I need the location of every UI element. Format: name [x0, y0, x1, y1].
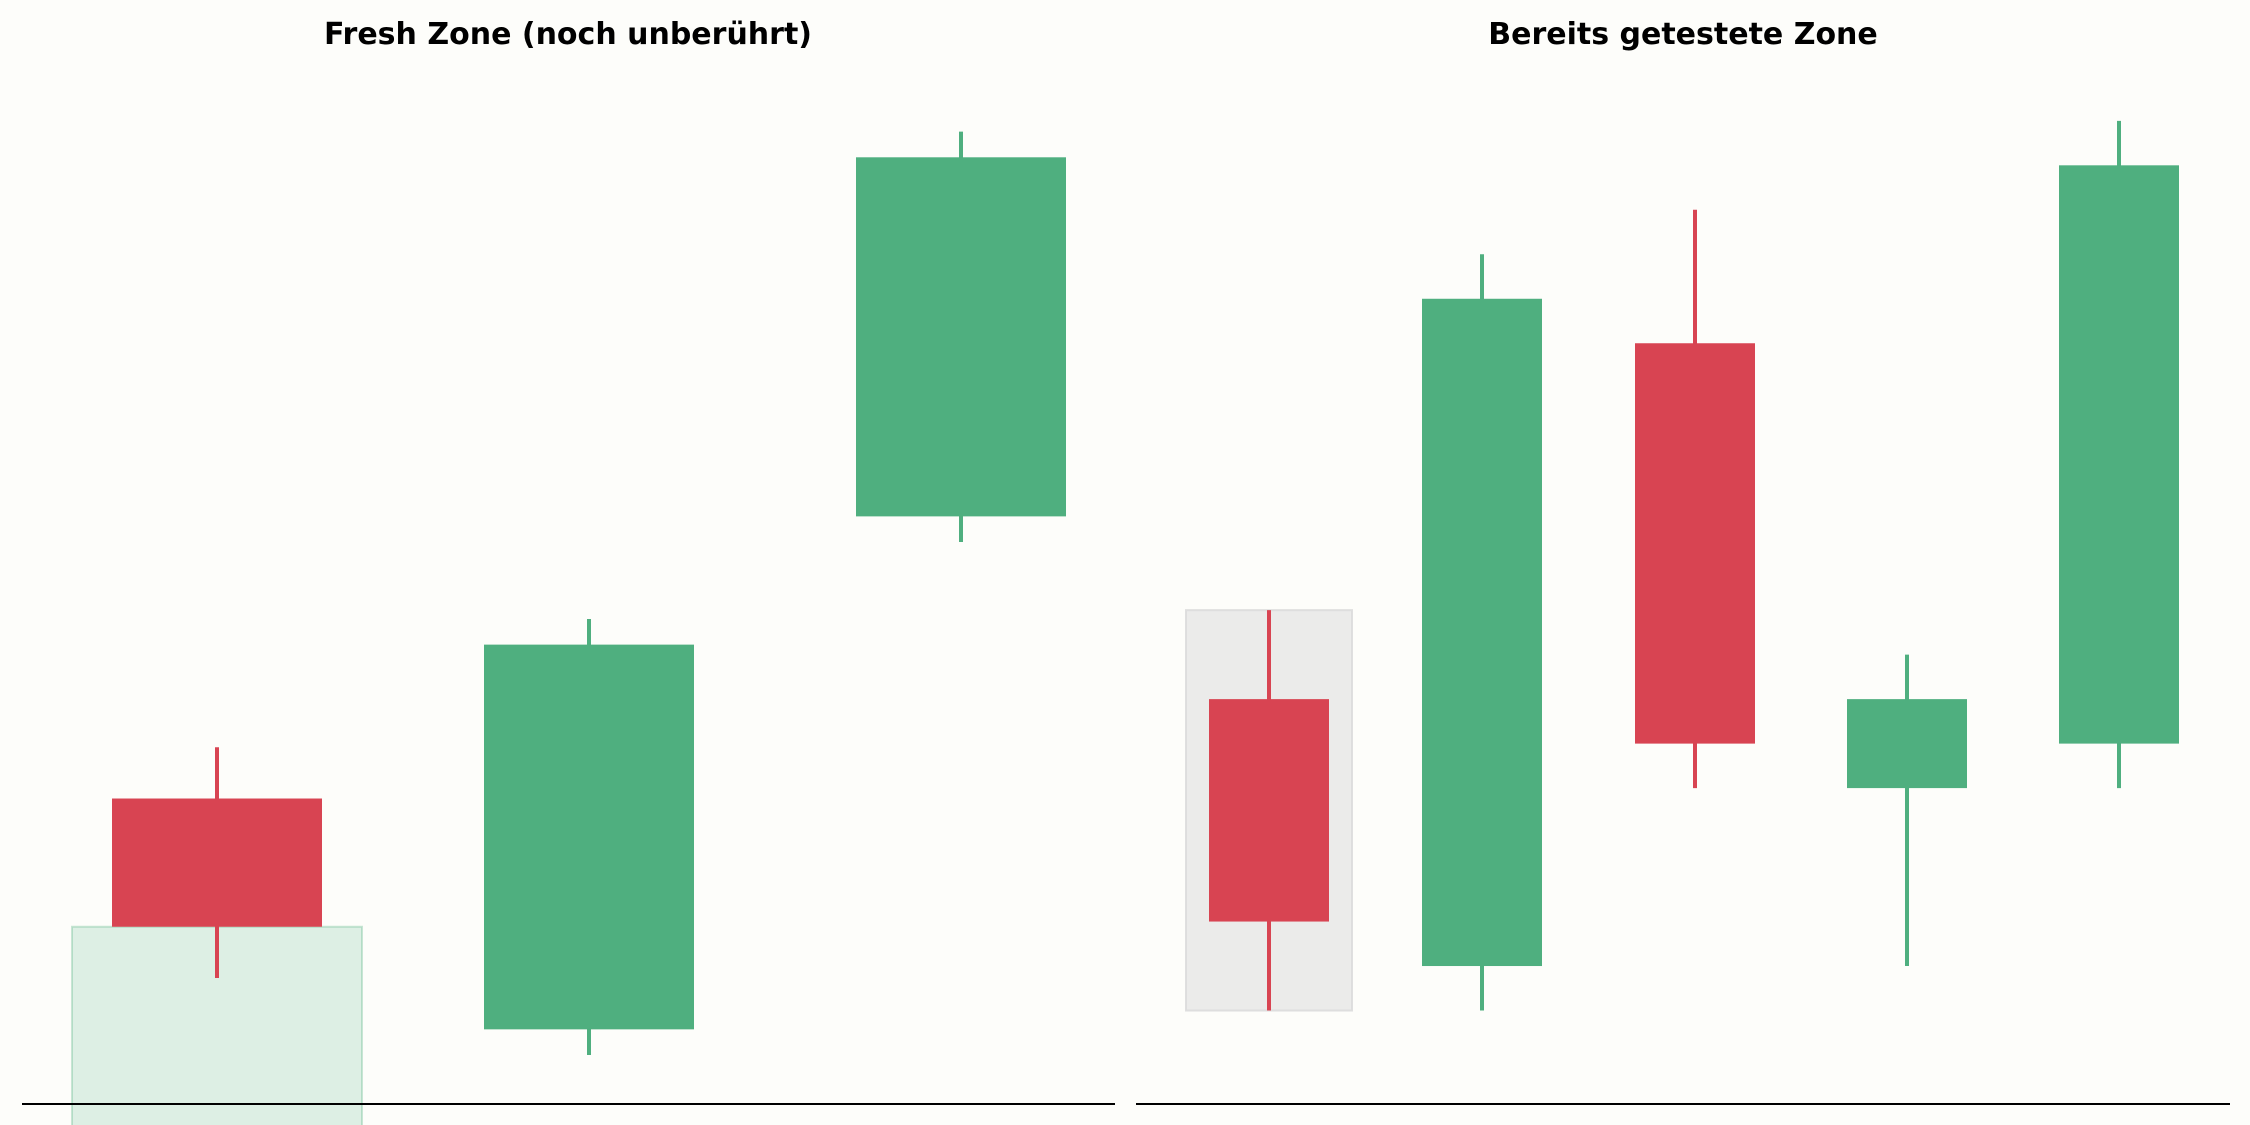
candle-body-bearish	[1635, 343, 1755, 744]
candle-body-bearish	[1209, 699, 1329, 922]
chart-title: Bereits getestete Zone	[1488, 17, 1878, 52]
candle-body-bullish	[1847, 699, 1967, 789]
candle-body-bullish	[1422, 298, 1542, 967]
candles-group	[71, 131, 1066, 1125]
chart-title: Fresh Zone (noch unberührt)	[324, 17, 812, 52]
panel-fresh-zone: Fresh Zone (noch unberührt)	[22, 17, 1115, 1125]
candle-body-bullish	[856, 157, 1066, 517]
candle-body-bearish	[112, 798, 322, 927]
panel-tested-zone: Bereits getestete Zone	[1136, 17, 2230, 1105]
candles-group	[1185, 120, 2179, 1012]
candle-body-bullish	[484, 644, 694, 1030]
candle-body-bullish	[2059, 165, 2179, 744]
